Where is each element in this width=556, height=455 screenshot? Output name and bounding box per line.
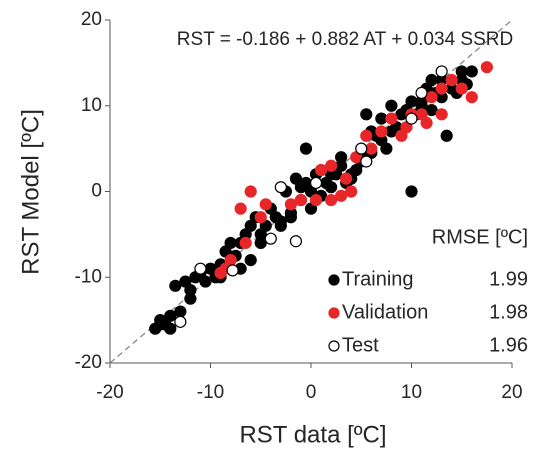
- point: [385, 99, 398, 112]
- rmse-header: RMSE [ºC]: [432, 226, 528, 248]
- point: [425, 73, 438, 87]
- point: [224, 254, 237, 267]
- point: [445, 73, 458, 87]
- point: [309, 176, 323, 190]
- point: [455, 82, 468, 95]
- point: [289, 235, 303, 248]
- y-tick-label: 10: [81, 95, 102, 116]
- point: [355, 142, 368, 155]
- point: [360, 155, 373, 168]
- point: [254, 211, 267, 224]
- point: [435, 108, 448, 121]
- point: [264, 232, 277, 245]
- point: [299, 176, 313, 190]
- y-axis-label: RST Model [ºC]: [17, 109, 44, 275]
- point: [375, 125, 388, 138]
- point: [184, 292, 197, 305]
- point: [360, 129, 373, 142]
- point: [415, 86, 428, 99]
- point: [164, 322, 177, 335]
- point: [244, 219, 257, 232]
- legend-label: Test: [342, 334, 379, 356]
- point: [465, 91, 478, 104]
- legend-label: Validation: [342, 301, 428, 323]
- x-axis-label: RST data [ºC]: [239, 421, 386, 448]
- point: [194, 262, 207, 275]
- point: [244, 254, 257, 267]
- point: [325, 193, 338, 207]
- point: [314, 163, 328, 177]
- point: [259, 198, 272, 211]
- point: [284, 198, 297, 211]
- point: [425, 103, 438, 117]
- y-tick-label: -20: [75, 352, 102, 373]
- point: [405, 185, 418, 198]
- point: [425, 91, 438, 104]
- point: [335, 151, 348, 164]
- legend-rmse: 1.99: [489, 268, 528, 290]
- legend-marker: [328, 274, 340, 286]
- point: [335, 189, 348, 202]
- point: [154, 318, 167, 331]
- point: [299, 142, 313, 155]
- point: [375, 112, 388, 125]
- point: [360, 108, 373, 121]
- point: [274, 181, 287, 194]
- legend-marker: [328, 307, 340, 319]
- point: [234, 202, 247, 215]
- point: [420, 116, 433, 130]
- point: [465, 65, 478, 78]
- point: [169, 279, 182, 292]
- legend-marker: [328, 340, 340, 352]
- point: [254, 236, 267, 250]
- point: [455, 65, 468, 78]
- point: [325, 159, 338, 172]
- x-tick-label: -10: [197, 382, 224, 403]
- y-tick-label: 0: [91, 181, 102, 202]
- y-tick-label: 20: [81, 9, 102, 30]
- point: [309, 193, 323, 207]
- point: [395, 108, 408, 121]
- y-tick-label: -10: [75, 266, 102, 287]
- point: [214, 266, 227, 280]
- point: [294, 193, 308, 207]
- point: [325, 181, 338, 194]
- point: [435, 82, 448, 95]
- x-tick-label: -20: [96, 382, 123, 403]
- point: [224, 236, 237, 250]
- point: [440, 129, 453, 142]
- point: [480, 61, 493, 74]
- legend-rmse: 1.96: [489, 334, 528, 356]
- x-tick-label: 20: [501, 382, 522, 403]
- point: [435, 65, 448, 78]
- point: [244, 185, 257, 198]
- point: [365, 142, 378, 155]
- legend-rmse: 1.98: [489, 301, 528, 323]
- point: [345, 185, 358, 198]
- point: [405, 95, 418, 108]
- point: [164, 309, 177, 322]
- legend-label: Training: [342, 268, 414, 290]
- point: [274, 215, 287, 228]
- point: [385, 112, 398, 125]
- x-tick-label: 0: [306, 382, 317, 403]
- point: [174, 305, 187, 318]
- point: [239, 236, 252, 250]
- point: [174, 315, 187, 328]
- point: [226, 264, 239, 277]
- point: [340, 172, 353, 185]
- x-tick-label: 10: [401, 382, 422, 403]
- equation: RST = -0.186 + 0.882 AT + 0.034 SSRD: [177, 29, 513, 50]
- point: [405, 112, 418, 125]
- point: [199, 275, 212, 288]
- point: [284, 211, 297, 224]
